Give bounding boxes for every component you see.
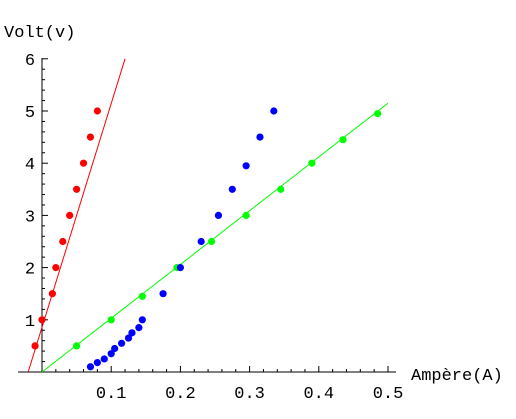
data-point-series-2 <box>207 237 216 246</box>
y-axis-title: Volt(v) <box>4 24 75 43</box>
x-tick-label: 0.4 <box>303 385 334 404</box>
data-point-series-1 <box>79 159 88 167</box>
data-point-series-2 <box>242 211 250 219</box>
data-point-series-3 <box>117 339 126 347</box>
data-point-series-1 <box>59 237 67 246</box>
data-point-series-3 <box>128 329 136 337</box>
data-point-series-1 <box>31 342 39 350</box>
y-tick-label: 4 <box>25 156 35 175</box>
data-point-series-3 <box>242 162 250 170</box>
x-axis-title: Ampère(A) <box>411 367 503 386</box>
axis-tick-labels: 0.1 0.2 0.3 0.4 0.5 1 2 3 4 5 6 <box>25 52 403 404</box>
data-point-series-3 <box>86 363 95 371</box>
data-point-series-2 <box>107 316 115 324</box>
fit-lines <box>27 58 389 373</box>
data-point-series-2 <box>339 136 347 144</box>
data-point-series-3 <box>124 334 133 342</box>
x-tick-label: 0.2 <box>165 385 196 404</box>
data-point-series-1 <box>52 264 60 272</box>
data-point-series-3 <box>176 264 184 272</box>
data-point-series-3 <box>197 237 205 246</box>
data-points <box>31 107 382 371</box>
data-point-series-2 <box>308 159 316 167</box>
data-point-series-3 <box>135 324 143 332</box>
data-point-series-3 <box>93 359 101 367</box>
data-point-series-1 <box>66 211 74 219</box>
x-tick-label: 0.5 <box>373 385 404 404</box>
data-point-series-1 <box>73 185 81 193</box>
axis-ticks <box>42 58 389 372</box>
x-tick-label: 0.1 <box>96 385 127 404</box>
data-point-series-3 <box>100 355 108 363</box>
fit-line-series-2 <box>41 102 389 373</box>
y-tick-label: 1 <box>25 313 35 332</box>
data-point-series-2 <box>138 292 146 300</box>
data-point-series-1 <box>38 316 46 324</box>
data-point-series-2 <box>73 342 81 350</box>
data-point-series-3 <box>214 211 223 219</box>
data-point-series-3 <box>138 316 146 324</box>
y-tick-label: 3 <box>25 208 35 227</box>
data-point-series-3 <box>111 344 119 353</box>
data-point-series-1 <box>93 107 101 115</box>
data-point-series-2 <box>374 110 382 118</box>
data-point-series-3 <box>159 290 167 298</box>
y-tick-label: 6 <box>25 52 35 71</box>
y-tick-label: 2 <box>25 261 35 280</box>
data-point-series-1 <box>48 290 56 298</box>
y-tick-label: 5 <box>25 104 35 123</box>
data-point-series-3 <box>270 107 278 115</box>
data-point-series-3 <box>256 133 264 141</box>
data-point-series-3 <box>107 350 115 358</box>
data-point-series-3 <box>228 185 236 193</box>
data-point-series-2 <box>277 185 285 193</box>
x-tick-label: 0.3 <box>234 385 265 404</box>
data-point-series-1 <box>86 133 95 141</box>
